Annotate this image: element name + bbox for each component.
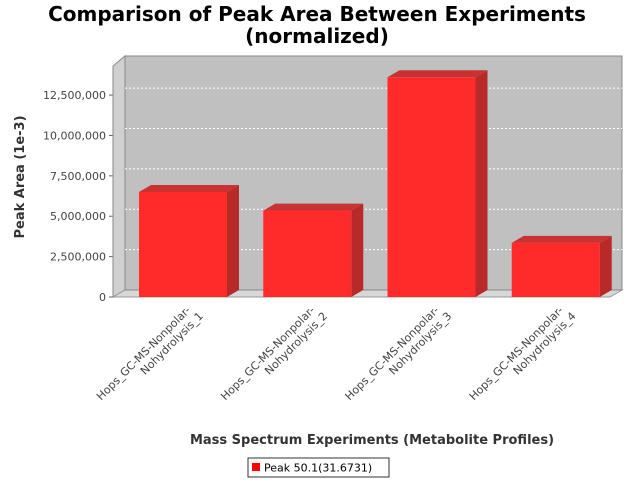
legend-box xyxy=(247,457,390,478)
legend: Peak 50.1(31.6731) xyxy=(247,457,390,478)
bar-top xyxy=(387,70,488,78)
x-category-label: Hops_GC-MS-Nonpolar-Nohydrolysis_4 xyxy=(467,300,579,412)
y-tick-label: 7,500,000 xyxy=(50,170,106,183)
x-category-label: Hops_GC-MS-Nonpolar-Nohydrolysis_1 xyxy=(94,300,206,412)
x-category-label: Hops_GC-MS-Nonpolar-Nohydrolysis_3 xyxy=(343,300,455,412)
y-tick-label: 2,500,000 xyxy=(50,251,106,264)
chart-title-line-2: (normalized) xyxy=(245,24,389,48)
bar xyxy=(139,185,239,297)
plot-left-wall xyxy=(112,54,126,298)
y-tick-label: 10,000,000 xyxy=(43,129,106,142)
y-axis: 0 2,500,000 5,000,000 7,500,000 10,000,000 12… xyxy=(43,66,114,304)
x-category-label: Hops_GC-MS-Nonpolar-Nohydrolysis_2 xyxy=(218,300,330,412)
x-axis-title: Mass Spectrum Experiments (Metabolite Pr… xyxy=(190,433,554,448)
bar-top xyxy=(263,203,364,211)
bar-top xyxy=(511,235,612,243)
bars xyxy=(139,70,612,297)
legend-label: Peak 50.1(31.6731) xyxy=(264,462,372,475)
bar xyxy=(387,70,488,297)
legend-swatch xyxy=(252,463,260,471)
bar-front xyxy=(511,242,600,297)
bar-front xyxy=(387,77,476,297)
bar-front xyxy=(139,192,227,297)
gridlines xyxy=(125,87,622,251)
bar-side xyxy=(599,235,612,297)
x-axis-categories: Hops_GC-MS-Nonpolar-Nohydrolysis_1 Hops_G… xyxy=(94,300,579,412)
bar xyxy=(263,203,364,297)
y-tick-label: 12,500,000 xyxy=(43,89,106,102)
y-tick-label: 5,000,000 xyxy=(50,210,106,223)
bar-top xyxy=(139,185,239,192)
y-tick-label: 0 xyxy=(99,291,106,304)
chart-title-line-1: Comparison of Peak Area Between Experime… xyxy=(48,2,586,26)
y-axis-title: Peak Area (1e-3) xyxy=(13,115,28,238)
bar xyxy=(511,235,612,297)
bar-front xyxy=(263,210,352,297)
bar-side xyxy=(351,203,364,297)
bar-side xyxy=(227,185,239,297)
bar-side xyxy=(475,70,488,297)
